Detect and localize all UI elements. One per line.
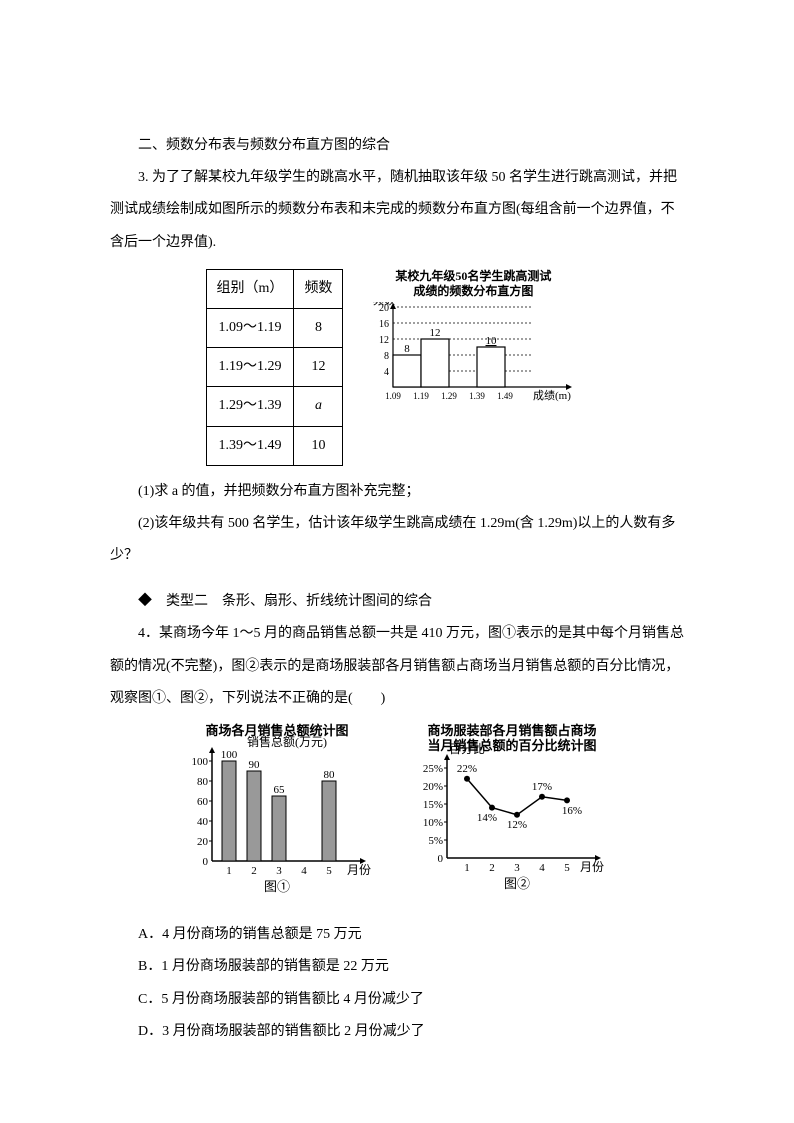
q3-sub2: (2)该年级共有 500 名学生，估计该年级学生跳高成绩在 1.29m(含 1.… <box>110 508 684 572</box>
svg-text:4: 4 <box>539 862 545 874</box>
option-b: B．1 月份商场服装部的销售额是 22 万元 <box>110 951 684 983</box>
svg-text:60: 60 <box>197 796 209 808</box>
histogram-svg: 4 8 12 16 20 频数 8 12 10 1.09 1.19 1.29 1… <box>358 302 588 407</box>
svg-text:2: 2 <box>489 862 495 874</box>
q4-text: 4．某商场今年 1～5 月的商品销售总额一共是 410 万元，图①表示的是其中每… <box>110 618 684 715</box>
svg-text:17%: 17% <box>532 781 552 793</box>
svg-text:80: 80 <box>324 769 336 781</box>
svg-text:25%: 25% <box>423 763 443 775</box>
q3-sub1: (1)求 a 的值，并把频数分布直方图补充完整； <box>110 476 684 508</box>
svg-text:1: 1 <box>226 865 232 877</box>
svg-text:5: 5 <box>564 862 570 874</box>
svg-text:图①: 图① <box>264 879 290 894</box>
svg-text:12: 12 <box>379 335 389 346</box>
svg-text:商场服装部各月销售额占商场: 商场服装部各月销售额占商场 <box>427 723 596 738</box>
table-row: 1.29～1.39a <box>206 387 343 426</box>
svg-text:20: 20 <box>197 836 209 848</box>
q3-figures: 组别（m） 频数 1.09～1.198 1.19～1.2912 1.29～1.3… <box>110 269 684 466</box>
svg-text:65: 65 <box>274 784 286 796</box>
frequency-table: 组别（m） 频数 1.09～1.198 1.19～1.2912 1.29～1.3… <box>206 269 344 466</box>
svg-text:3: 3 <box>514 862 520 874</box>
svg-text:20%: 20% <box>423 781 443 793</box>
svg-text:1.49: 1.49 <box>498 391 514 401</box>
svg-text:16%: 16% <box>562 805 582 817</box>
svg-text:销售总额(万元): 销售总额(万元) <box>247 734 327 749</box>
chart1-block: 商场各月销售总额统计图 销售总额(万元) 0 20 40 60 80 100 <box>172 723 382 911</box>
svg-text:80: 80 <box>197 776 209 788</box>
svg-text:月份: 月份 <box>580 860 604 874</box>
histogram-chart: 某校九年级50名学生跳高测试 成绩的频数分布直方图 <box>358 269 588 420</box>
bar-chart-svg: 商场各月销售总额统计图 销售总额(万元) 0 20 40 60 80 100 <box>172 723 382 898</box>
svg-text:图②: 图② <box>504 876 530 891</box>
svg-text:4: 4 <box>301 865 307 877</box>
q3-text: 3. 为了了解某校九年级学生的跳高水平，随机抽取该年级 50 名学生进行跳高测试… <box>110 162 684 259</box>
svg-text:22%: 22% <box>457 763 477 775</box>
option-d: D．3 月份商场服装部的销售额比 2 月份减少了 <box>110 1016 684 1048</box>
svg-text:14%: 14% <box>477 812 497 824</box>
svg-text:5: 5 <box>326 865 332 877</box>
svg-text:40: 40 <box>197 816 209 828</box>
svg-text:3: 3 <box>276 865 282 877</box>
svg-text:16: 16 <box>379 319 389 330</box>
svg-text:频数: 频数 <box>373 302 395 307</box>
svg-text:0: 0 <box>438 853 444 865</box>
svg-text:8: 8 <box>405 343 411 355</box>
svg-text:5%: 5% <box>428 835 443 847</box>
table-row: 1.19～1.2912 <box>206 348 343 387</box>
svg-text:百分比: 百分比 <box>449 742 485 756</box>
option-c: C．5 月份商场服装部的销售额比 4 月份减少了 <box>110 984 684 1016</box>
table-header-range: 组别（m） <box>206 269 294 308</box>
svg-text:90: 90 <box>249 759 261 771</box>
svg-text:1: 1 <box>464 862 470 874</box>
svg-text:100: 100 <box>221 749 238 761</box>
option-a: A．4 月份商场的销售总额是 75 万元 <box>110 919 684 951</box>
svg-text:1.09: 1.09 <box>386 391 402 401</box>
section-title: 二、频数分布表与频数分布直方图的综合 <box>110 130 684 162</box>
svg-text:10%: 10% <box>423 817 443 829</box>
histogram-title: 某校九年级50名学生跳高测试 成绩的频数分布直方图 <box>358 269 588 300</box>
table-header-freq: 频数 <box>294 269 343 308</box>
q4-charts: 商场各月销售总额统计图 销售总额(万元) 0 20 40 60 80 100 <box>110 723 684 911</box>
table-row: 1.39～1.4910 <box>206 426 343 465</box>
chart2-block: 商场服装部各月销售额占商场 当月销售总额的百分比统计图 百分比 0 5% 10%… <box>402 723 622 911</box>
svg-text:4: 4 <box>384 367 389 378</box>
svg-text:成绩(m): 成绩(m) <box>533 389 571 402</box>
svg-text:100: 100 <box>192 756 209 768</box>
svg-text:1.29: 1.29 <box>442 391 458 401</box>
type2-title: ◆ 类型二 条形、扇形、折线统计图间的综合 <box>110 586 684 618</box>
svg-text:2: 2 <box>251 865 257 877</box>
svg-text:8: 8 <box>384 351 389 362</box>
svg-text:12%: 12% <box>507 819 527 831</box>
svg-text:0: 0 <box>203 856 209 868</box>
svg-text:12: 12 <box>430 327 441 339</box>
svg-text:10: 10 <box>486 335 498 347</box>
table-row: 1.09～1.198 <box>206 308 343 347</box>
svg-text:1.19: 1.19 <box>414 391 430 401</box>
svg-text:1.39: 1.39 <box>470 391 486 401</box>
line-chart-svg: 商场服装部各月销售额占商场 当月销售总额的百分比统计图 百分比 0 5% 10%… <box>402 723 622 898</box>
svg-text:月份: 月份 <box>347 863 371 877</box>
svg-text:15%: 15% <box>423 799 443 811</box>
